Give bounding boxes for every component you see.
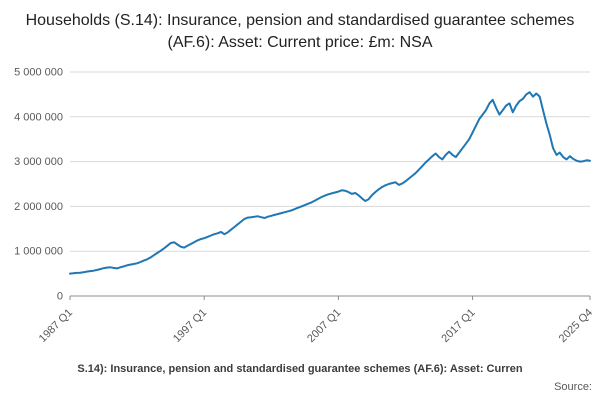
y-tick-label: 0 xyxy=(57,291,63,303)
y-tick-label: 1 000 000 xyxy=(14,246,63,258)
y-tick-label: 2 000 000 xyxy=(14,201,63,213)
x-tick-label: 1997 Q1 xyxy=(171,307,209,345)
y-tick-label: 3 000 000 xyxy=(14,156,63,168)
plot-area: 0 1 000 000 2 000 000 3 000 000 4 000 000 5 0… xyxy=(0,58,600,348)
footer-caption: S.14): Insurance, pension and standardis… xyxy=(77,363,523,375)
data-series-line xyxy=(69,91,591,275)
x-tick-label: 2017 Q1 xyxy=(439,307,477,345)
y-tick-label: 4 000 000 xyxy=(14,111,63,123)
x-tick-label: 1987 Q1 xyxy=(37,307,75,345)
line-chart: 0 1 000 000 2 000 000 3 000 000 4 000 000 5 0… xyxy=(14,67,595,345)
x-tick-label: 2007 Q1 xyxy=(305,307,343,345)
x-tick-label: 2025 Q4 xyxy=(557,307,595,345)
y-tick-label: 5 000 000 xyxy=(14,67,63,79)
chart-title: Households (S.14): Insurance, pension an… xyxy=(25,12,575,51)
source-label: Source: xyxy=(554,381,592,393)
